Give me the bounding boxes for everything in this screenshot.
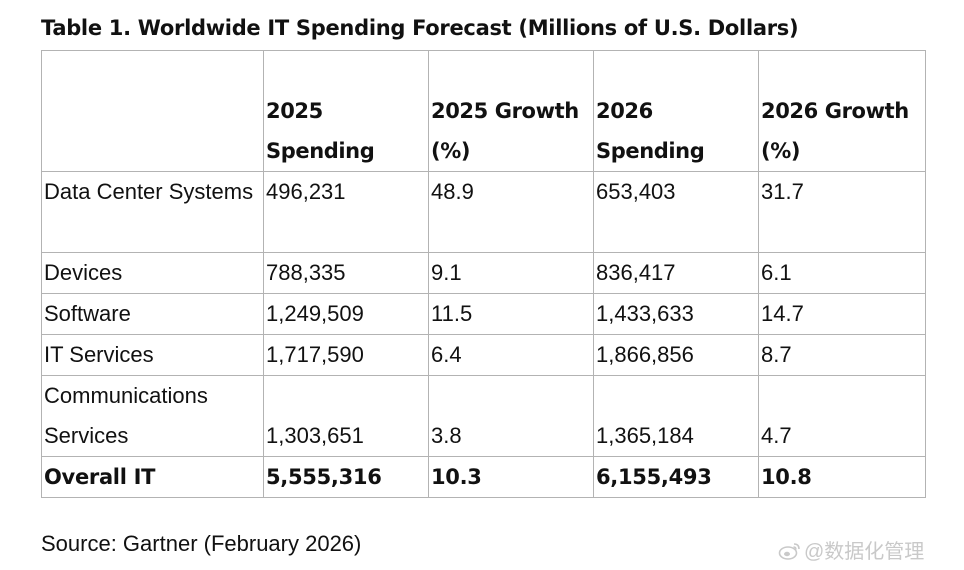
cell-2026-growth: 31.7 [758,171,926,253]
cell-2026-spending: 653,403 [593,171,759,253]
table-row: Devices 788,335 9.1 836,417 6.1 [41,252,926,294]
cell-2025-growth: 48.9 [428,171,594,253]
cell-2025-spending: 496,231 [263,171,429,253]
cell-2025-growth: 9.1 [428,252,594,294]
cell-2025-spending: 1,717,590 [263,334,429,376]
header-2025-growth: 2025 Growth (%) [428,50,594,172]
table-row: IT Services 1,717,590 6.4 1,866,856 8.7 [41,334,926,376]
cell-2025-growth: 6.4 [428,334,594,376]
total-2026-spending: 6,155,493 [593,456,759,498]
row-category: Data Center Systems [41,171,264,253]
total-row: Overall IT 5,555,316 10.3 6,155,493 10.8 [41,456,926,498]
total-category: Overall IT [41,456,264,498]
cell-2026-spending: 836,417 [593,252,759,294]
cell-2026-growth: 8.7 [758,334,926,376]
cell-2025-growth: 11.5 [428,293,594,335]
cell-2026-growth: 4.7 [758,375,926,457]
table-row: Software 1,249,509 11.5 1,433,633 14.7 [41,293,926,335]
row-category: Communications Services [41,375,264,457]
row-category: Devices [41,252,264,294]
row-category: IT Services [41,334,264,376]
cell-2025-spending: 788,335 [263,252,429,294]
header-category [41,50,264,172]
table-row: Communications Services 1,303,651 3.8 1,… [41,375,926,457]
cell-2026-spending: 1,866,856 [593,334,759,376]
watermark-text: @数据化管理 [804,541,925,563]
it-spending-table: 2025 Spending 2025 Growth (%) 2026 Spend… [41,50,926,498]
cell-2025-spending: 1,303,651 [263,375,429,457]
total-2025-spending: 5,555,316 [263,456,429,498]
cell-2025-spending: 1,249,509 [263,293,429,335]
cell-2025-growth: 3.8 [428,375,594,457]
cell-2026-spending: 1,365,184 [593,375,759,457]
cell-2026-spending: 1,433,633 [593,293,759,335]
header-2026-growth: 2026 Growth (%) [758,50,926,172]
cell-2026-growth: 6.1 [758,252,926,294]
row-category: Software [41,293,264,335]
table-header-row: 2025 Spending 2025 Growth (%) 2026 Spend… [41,50,926,172]
cell-2026-growth: 14.7 [758,293,926,335]
header-2026-spending: 2026 Spending [593,50,759,172]
weibo-icon [778,543,800,560]
header-2025-spending: 2025 Spending [263,50,429,172]
table-row: Data Center Systems 496,231 48.9 653,403… [41,171,926,253]
source-note: Source: Gartner (February 2026) [41,531,362,556]
table-title: Table 1. Worldwide IT Spending Forecast … [41,16,799,40]
total-2025-growth: 10.3 [428,456,594,498]
watermark: @数据化管理 [778,535,924,564]
total-2026-growth: 10.8 [758,456,926,498]
